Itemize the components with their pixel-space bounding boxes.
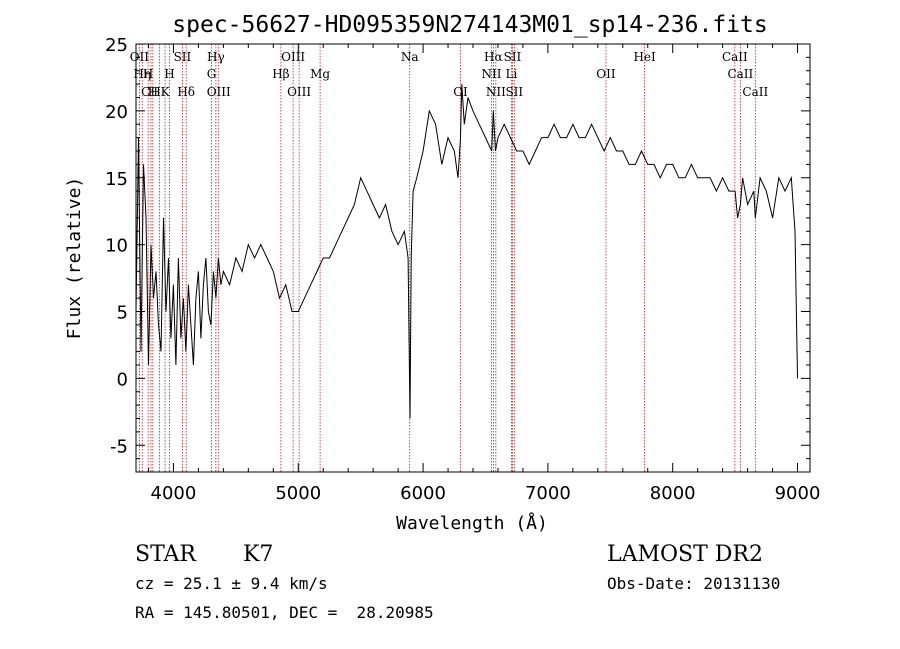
class-label: STAR bbox=[135, 542, 197, 567]
subclass-label: K7 bbox=[243, 542, 273, 567]
spectrum-series bbox=[135, 84, 798, 419]
line-marker-label: Hα bbox=[484, 50, 503, 64]
line-marker-label: OI bbox=[453, 85, 468, 99]
line-marker-label: SII bbox=[174, 50, 192, 64]
line-marker-label: Hβ bbox=[272, 67, 289, 81]
plot-frame bbox=[135, 43, 811, 473]
x-tick-label: 4000 bbox=[151, 483, 197, 504]
line-marker-label: H bbox=[148, 85, 158, 99]
spectrum-line bbox=[135, 84, 798, 419]
line-marker-label: CaII bbox=[742, 85, 768, 99]
cz-label: cz = 25.1 ± 9.4 km/s bbox=[135, 574, 328, 593]
line-marker-label: NII bbox=[481, 67, 501, 81]
line-marker-label: Hη bbox=[133, 67, 151, 81]
radec-label: RA = 145.80501, DEC = 28.20985 bbox=[135, 603, 434, 622]
x-tick-label: 6000 bbox=[400, 483, 446, 504]
line-marker-label: K bbox=[161, 85, 171, 99]
line-marker-label: Na bbox=[401, 50, 419, 64]
survey-label: LAMOST DR2 bbox=[607, 542, 763, 567]
line-marker-label: HeI bbox=[633, 50, 656, 64]
y-tick-label: 20 bbox=[105, 102, 128, 123]
line-marker-label: OIII bbox=[287, 85, 311, 99]
line-marker-label: CaII bbox=[727, 67, 753, 81]
x-axis: 4000 5000 6000 7000 8000 9000 bbox=[147, 44, 821, 504]
line-marker-label: G bbox=[207, 67, 217, 81]
y-tick-label: 15 bbox=[105, 169, 128, 190]
line-marker-label: SII bbox=[504, 50, 522, 64]
line-markers bbox=[138, 44, 756, 472]
obs-date-label: Obs-Date: 20131130 bbox=[607, 574, 780, 593]
x-tick-label: 7000 bbox=[525, 483, 571, 504]
line-marker-label: OIII bbox=[281, 50, 305, 64]
line-marker-label: H bbox=[164, 67, 174, 81]
line-marker-label: Mg bbox=[310, 67, 330, 81]
line-marker-label: CH bbox=[141, 85, 161, 99]
y-tick-label: 25 bbox=[105, 35, 128, 56]
y-axis-label: Flux (relative) bbox=[64, 177, 85, 340]
line-marker-label: OII bbox=[130, 50, 150, 64]
line-marker-label: Hδ bbox=[177, 85, 195, 99]
line-marker-label: SII bbox=[505, 85, 523, 99]
chart-title: spec-56627-HD095359N274143M01_sp14-236.f… bbox=[172, 12, 767, 38]
line-marker-label: Hγ bbox=[207, 50, 225, 64]
line-marker-label: OIII bbox=[207, 85, 231, 99]
x-tick-label: 5000 bbox=[275, 483, 321, 504]
y-axis: -5 0 5 10 15 20 25 bbox=[105, 35, 810, 460]
x-tick-label: 8000 bbox=[650, 483, 696, 504]
y-tick-label: 10 bbox=[105, 236, 128, 257]
line-marker-label: CaII bbox=[722, 50, 748, 64]
line-marker-label: NII bbox=[486, 85, 506, 99]
line-marker-label: H bbox=[143, 67, 153, 81]
y-tick-label: -5 bbox=[110, 436, 128, 457]
x-tick-label: 9000 bbox=[775, 483, 821, 504]
line-marker-label: OII bbox=[596, 67, 616, 81]
y-tick-label: 5 bbox=[117, 303, 128, 324]
x-axis-label: Wavelength (Å) bbox=[396, 512, 548, 534]
line-marker-label: Li bbox=[506, 67, 518, 81]
y-tick-label: 0 bbox=[117, 369, 128, 390]
